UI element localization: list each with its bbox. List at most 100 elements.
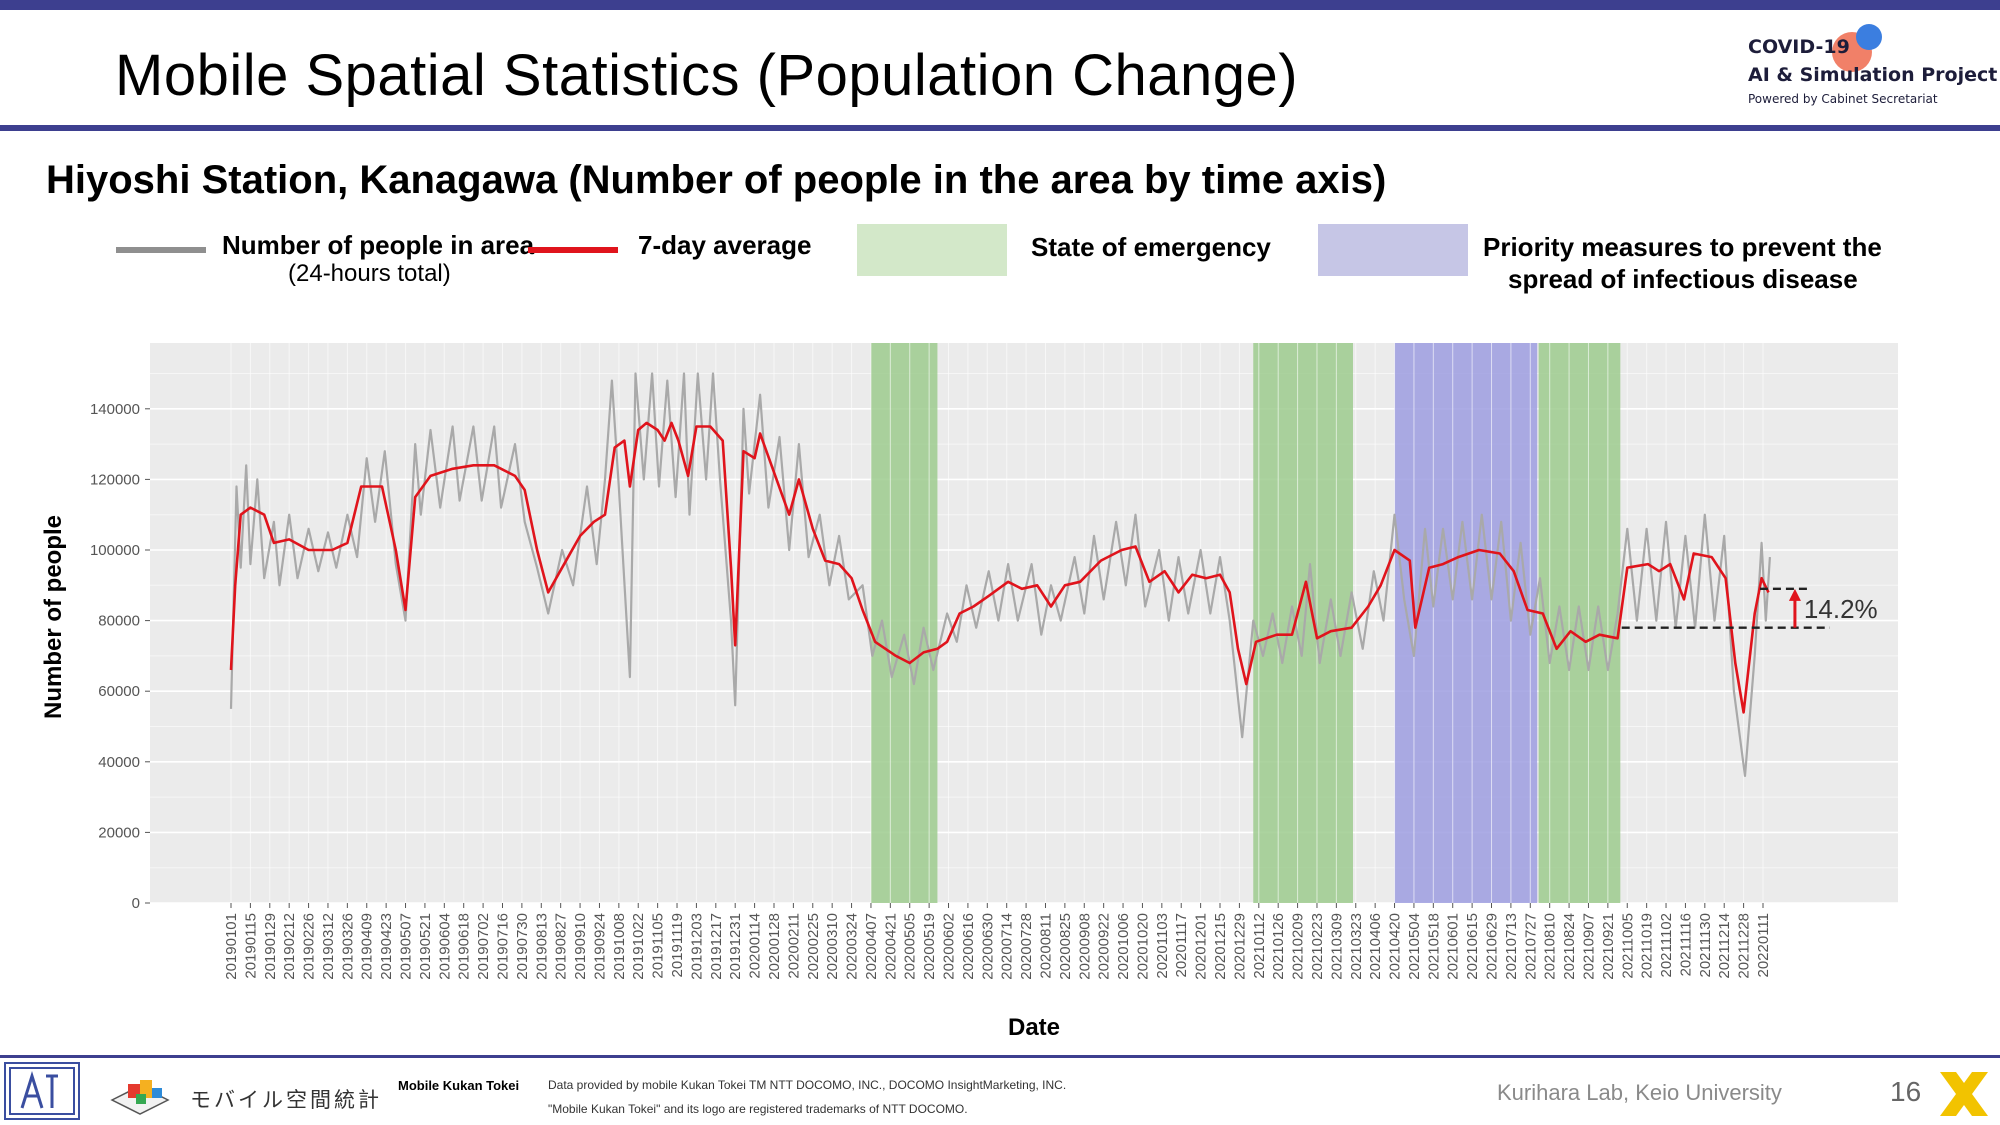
x-tick-label: 20200616 — [960, 913, 977, 980]
x-tick-label: 20210323 — [1348, 913, 1365, 980]
x-tick-label: 20191022 — [630, 913, 647, 980]
x-tick-label: 20200407 — [863, 913, 880, 980]
y-tick-label: 20000 — [98, 824, 140, 841]
legend-raw-label: Number of people in area — [222, 230, 535, 260]
x-tick-label: 20191008 — [611, 913, 628, 980]
x-tick-label: 20190730 — [514, 913, 531, 980]
x-tick-label: 20211214 — [1716, 913, 1733, 979]
y-tick-label: 80000 — [98, 613, 140, 630]
population-line-chart: 0 20000 40000 60000 80000 100000 120000 140000 2… — [40, 343, 1898, 1041]
x-tick-label: 20200714 — [999, 913, 1016, 980]
x-tick-label: 20200908 — [1076, 913, 1093, 980]
x-tick-label: 20220111 — [1755, 913, 1772, 978]
x-tick-label: 20210420 — [1387, 913, 1404, 980]
x-tick-label: 20210601 — [1445, 913, 1462, 980]
title-divider — [0, 125, 2000, 131]
x-tick-label: 20210223 — [1309, 913, 1326, 980]
x-tick-label: 20201103 — [1154, 913, 1171, 979]
x-tick-label: 20190910 — [572, 913, 589, 980]
x-tick-label: 20201215 — [1212, 913, 1229, 980]
x-tick-label: 20190226 — [301, 913, 318, 980]
x-tick-label: 20190827 — [553, 913, 570, 980]
x-tick-label: 20200922 — [1096, 913, 1113, 980]
legend-avg-label: 7-day average — [638, 230, 812, 260]
y-tick-label: 60000 — [98, 683, 140, 700]
footer-divider — [0, 1055, 2000, 1058]
x-tick-label: 20190604 — [436, 913, 453, 980]
x-tick-label: 20210406 — [1367, 913, 1384, 980]
y-axis-label: Number of people — [40, 515, 67, 719]
x-tick-label: 20201020 — [1134, 913, 1151, 980]
x-tick-label: 20201006 — [1115, 913, 1132, 980]
x-tick-label: 20190716 — [494, 913, 511, 980]
x-tick-label: 20200728 — [1018, 913, 1035, 980]
x-tick-label: 20210727 — [1522, 913, 1539, 980]
x-tick-label: 20201229 — [1231, 913, 1248, 980]
x-tick-label: 20191105 — [650, 913, 667, 979]
x-tick-label: 20200128 — [766, 913, 783, 980]
x-tick-label: 20190212 — [281, 913, 298, 980]
top-accent-bar — [0, 0, 2000, 10]
x-tick-label: 20200602 — [941, 913, 958, 980]
legend-raw-swatch — [116, 247, 206, 253]
annotation-label: 14.2% — [1804, 594, 1878, 624]
emergency-band — [1253, 343, 1353, 903]
x-tick-label: 20211116 — [1677, 913, 1694, 976]
x-tick-label: 20200225 — [805, 913, 822, 980]
x-tick-label: 20201201 — [1193, 913, 1210, 980]
x-tick-label: 20190813 — [533, 913, 550, 980]
legend-emergency-swatch — [857, 224, 1007, 276]
footer-brand: Mobile Kukan Tokei — [398, 1078, 520, 1093]
x-tick-label: 20200421 — [882, 913, 899, 980]
chart-subtitle: Hiyoshi Station, Kanagawa (Number of peo… — [46, 158, 1387, 202]
x-tick-label: 20191217 — [708, 913, 725, 980]
x-tick-label: 20190101 — [223, 913, 240, 980]
y-tick-label: 0 — [132, 895, 140, 912]
x-tick-label: 20210713 — [1503, 913, 1520, 980]
x-tick-label: 20190312 — [320, 913, 337, 980]
x-tick-label: 20190924 — [591, 913, 608, 980]
priority-measures-band — [1394, 343, 1538, 903]
series-line-7day-average — [229, 421, 1770, 714]
x-tick-label: 20190521 — [417, 913, 434, 980]
annotation-arrow-head — [1788, 588, 1801, 601]
y-tick-label: 40000 — [98, 754, 140, 771]
ai-lab-logo — [4, 1062, 80, 1120]
x-tick-label: 20190423 — [378, 913, 395, 980]
ai-logo-icon — [9, 1067, 75, 1115]
footer-data-credit: Data provided by mobile Kukan Tokei TM N… — [548, 1078, 1067, 1092]
logo-line-1: COVID-19 — [1748, 36, 1850, 58]
x-tick-label: 20200505 — [902, 913, 919, 980]
x-tick-label: 20191203 — [688, 913, 705, 980]
x-tick-label: 20210126 — [1270, 913, 1287, 980]
x-tick-label: 20191231 — [727, 913, 744, 980]
y-tick-label: 140000 — [90, 401, 140, 418]
y-tick-label: 100000 — [90, 542, 140, 559]
x-tick-label: 20190409 — [359, 913, 376, 980]
x-tick-label: 20210504 — [1406, 913, 1423, 980]
plot-background — [150, 343, 1898, 903]
x-tick-label: 20210518 — [1425, 913, 1442, 980]
legend-priority-label-2: spread of infectious disease — [1508, 264, 1858, 294]
footer-lab-name: Kurihara Lab, Keio University — [1497, 1080, 1782, 1105]
x-tick-label: 20190618 — [456, 913, 473, 980]
logo-line-3: Powered by Cabinet Secretariat — [1748, 92, 1938, 106]
mobile-kukan-logo-text: モバイル空間統計 — [190, 1089, 382, 1112]
x-tick-label: 20210629 — [1484, 913, 1501, 980]
x-tick-label: 20210810 — [1542, 913, 1559, 980]
x-tick-label: 20190326 — [339, 913, 356, 980]
x-logo-icon — [1940, 1072, 1988, 1116]
x-tick-label: 20200519 — [921, 913, 938, 980]
x-tick-label: 20191119 — [669, 913, 686, 978]
x-tick-label: 20200825 — [1057, 913, 1074, 980]
x-tick-label: 20210907 — [1580, 913, 1597, 980]
footer-trademark-note: "Mobile Kukan Tokei" and its logo are re… — [548, 1102, 968, 1116]
x-tick-label: 20190507 — [398, 913, 415, 980]
x-tick-label: 20190115 — [242, 913, 259, 979]
legend-raw-sublabel: (24-hours total) — [288, 260, 451, 287]
x-tick-label: 20210921 — [1600, 913, 1617, 980]
x-tick-label: 20210112 — [1251, 913, 1268, 979]
legend-emergency-label: State of emergency — [1031, 232, 1271, 262]
page-number: 16 — [1890, 1076, 1922, 1107]
mobile-kukan-logo-icon — [110, 1080, 170, 1115]
